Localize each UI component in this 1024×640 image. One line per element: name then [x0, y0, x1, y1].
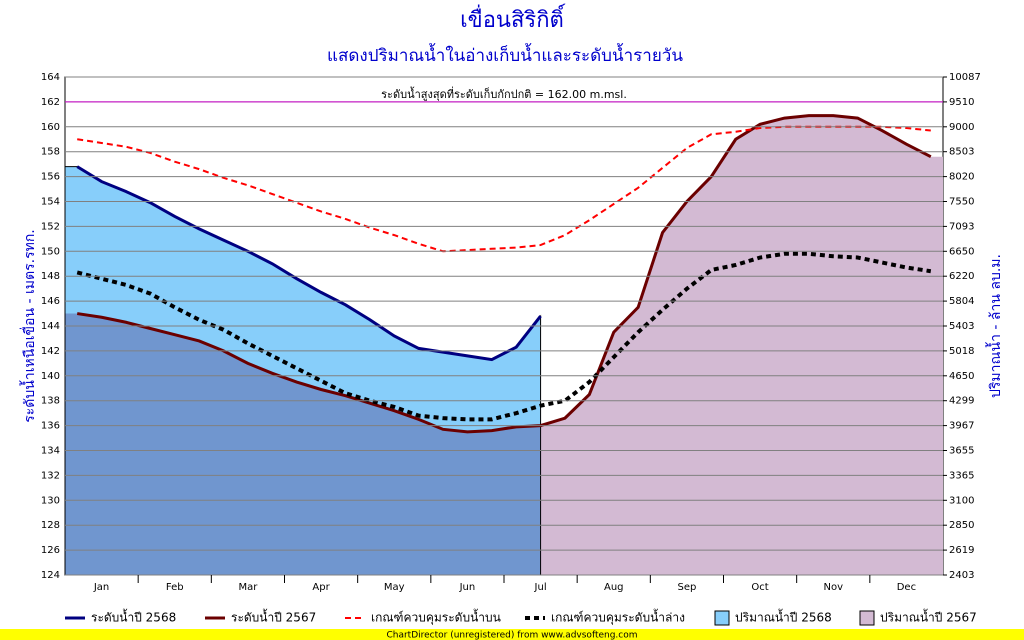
y-tick-label: 158	[41, 147, 60, 158]
y2-tick-label: 7093	[949, 221, 974, 232]
x-tick-label: Sep	[677, 582, 696, 593]
x-tick-label: Apr	[312, 582, 330, 593]
reference-label: ระดับน้ำสูงสุดที่ระดับเก็บกักปกติ = 162.…	[381, 86, 627, 101]
y2-tick-label: 2403	[949, 570, 974, 581]
x-tick-label: Aug	[604, 582, 624, 593]
legend-label: ระดับน้ำปี 2568	[91, 609, 176, 625]
x-tick-label: Dec	[897, 582, 916, 593]
y2-tick-label: 8020	[949, 172, 974, 183]
line	[76, 114, 932, 434]
y2-tick-label: 9000	[949, 122, 974, 133]
y2-tick-label: 6220	[949, 271, 974, 282]
legend-label: ปริมาณน้ำปี 2568	[735, 609, 832, 625]
x-tick-label: Feb	[166, 582, 184, 593]
y-tick-label: 162	[41, 97, 60, 108]
y2-tick-label: 8503	[949, 147, 974, 158]
line	[76, 251, 932, 422]
y-tick-label: 138	[41, 396, 60, 407]
x-tick-label: Jul	[534, 582, 547, 593]
y-tick-label: 136	[41, 421, 60, 432]
x-tick-label: May	[384, 582, 405, 593]
x-tick-label: Jan	[93, 582, 109, 593]
y2-tick-label: 2619	[949, 545, 974, 556]
y-tick-label: 130	[41, 495, 60, 506]
legend-label: ปริมาณน้ำปี 2567	[880, 609, 977, 625]
line	[76, 165, 542, 362]
legend-label: เกณฑ์ควบคุมระดับน้ำล่าง	[551, 609, 685, 626]
y-tick-label: 146	[41, 296, 60, 307]
y-tick-label: 128	[41, 520, 60, 531]
y2-tick-label: 2850	[949, 520, 974, 531]
y-tick-label: 124	[41, 570, 60, 581]
y-tick-label: 126	[41, 545, 60, 556]
y2-tick-label: 3365	[949, 470, 974, 481]
y-tick-label: 134	[41, 446, 60, 457]
y-tick-label: 160	[41, 122, 60, 133]
series-layer	[64, 114, 943, 576]
y-tick-label: 152	[41, 221, 60, 232]
x-tick-label: Mar	[238, 582, 258, 593]
y2-tick-label: 6650	[949, 246, 974, 257]
chart-subtitle: แสดงปริมาณน้ำในอ่างเก็บน้ำและระดับน้ำราย…	[327, 43, 683, 66]
y-tick-label: 140	[41, 371, 60, 382]
legend-swatch	[859, 610, 875, 626]
legend-label: ระดับน้ำปี 2567	[231, 609, 316, 625]
y2-tick-label: 9510	[949, 97, 974, 108]
footer: ChartDirector (unregistered) from www.ad…	[386, 631, 637, 640]
legend-label: เกณฑ์ควบคุมระดับน้ำบน	[371, 609, 501, 626]
footer-bar	[0, 629, 1024, 640]
y-tick-label: 164	[41, 72, 60, 83]
y2-tick-label: 4299	[949, 396, 974, 407]
y-axis-label: ระดับน้ำเหนือเขื่อน - เมตร.รทก.	[19, 229, 38, 422]
y-tick-label: 150	[41, 246, 60, 257]
y-tick-label: 154	[41, 197, 60, 208]
y2-tick-label: 3967	[949, 421, 974, 432]
x-tick-label: Oct	[751, 582, 768, 593]
y2-tick-label: 5804	[949, 296, 974, 307]
y2-tick-label: 5018	[949, 346, 974, 357]
y-tick-label: 144	[41, 321, 60, 332]
y-tick-label: 156	[41, 172, 60, 183]
legend-swatch	[714, 610, 730, 626]
y2-tick-label: 3655	[949, 446, 974, 457]
y-tick-label: 148	[41, 271, 60, 282]
y2-tick-label: 3100	[949, 495, 974, 506]
chart-title: เขื่อนสิริกิติ์	[460, 4, 566, 33]
y-tick-label: 132	[41, 470, 60, 481]
x-tick-label: Jun	[459, 582, 476, 593]
y2-axis-label: ปริมาณน้ำ - ล้าน ลบ.ม.	[985, 254, 1004, 398]
x-tick-label: Nov	[823, 582, 843, 593]
y2-tick-label: 10087	[949, 72, 981, 83]
y2-tick-label: 4650	[949, 371, 974, 382]
y2-tick-label: 7550	[949, 197, 974, 208]
y2-tick-label: 5403	[949, 321, 974, 332]
y-tick-label: 142	[41, 346, 60, 357]
